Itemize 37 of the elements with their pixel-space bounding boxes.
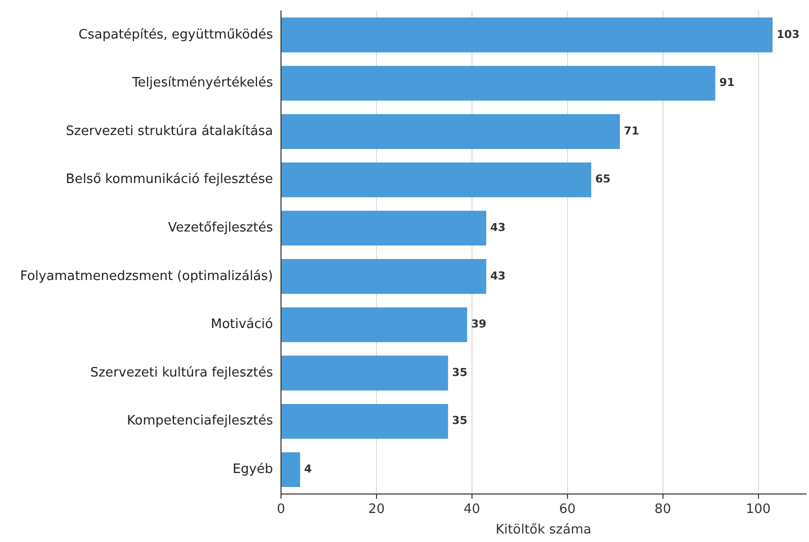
bar <box>282 404 448 439</box>
data-label: 91 <box>719 76 735 90</box>
data-label: 71 <box>624 124 640 138</box>
data-label: 103 <box>776 28 800 41</box>
bar <box>282 114 620 149</box>
data-label: 65 <box>595 172 611 186</box>
y-tick-label: Folyamatmenedzsment (optimalizálás) <box>20 268 273 284</box>
y-tick-label: Egyéb <box>232 462 273 478</box>
bar <box>282 18 773 52</box>
x-tick-label: 80 <box>654 502 672 517</box>
bar <box>282 356 448 390</box>
x-tick-label: 60 <box>559 502 576 517</box>
x-tick-label: 0 <box>276 502 286 517</box>
bar <box>282 259 486 294</box>
x-tick-label: 40 <box>464 502 480 517</box>
y-tick-label: Kompetenciafejlesztés <box>126 414 274 429</box>
y-tick-label: Szervezeti kultúra fejlesztés <box>90 365 274 380</box>
bar <box>282 452 300 488</box>
y-tick-label: Szervezeti struktúra átalakítása <box>66 124 273 139</box>
y-tick-label: Motiváció <box>210 317 274 332</box>
data-label: 4 <box>304 462 312 476</box>
data-label: 43 <box>490 269 506 282</box>
y-tick-label: Vezetőfejlesztés <box>168 220 274 236</box>
bar <box>282 307 468 342</box>
x-tick-label: 20 <box>368 502 385 517</box>
data-label: 35 <box>452 414 468 428</box>
bar <box>282 66 716 101</box>
bar <box>282 210 486 246</box>
y-tick-label: Teljesítményértékelés <box>131 76 274 91</box>
x-tick-label: 100 <box>746 502 771 517</box>
y-tick-label: Csapatépítés, együttműködés <box>78 27 274 42</box>
bar <box>282 162 592 198</box>
data-label: 39 <box>471 318 486 331</box>
data-label: 35 <box>452 366 468 379</box>
y-tick-label: Belső kommunikáció fejlesztése <box>66 172 273 188</box>
data-label: 43 <box>490 221 506 234</box>
x-axis-title: Kitöltők száma <box>496 522 592 538</box>
